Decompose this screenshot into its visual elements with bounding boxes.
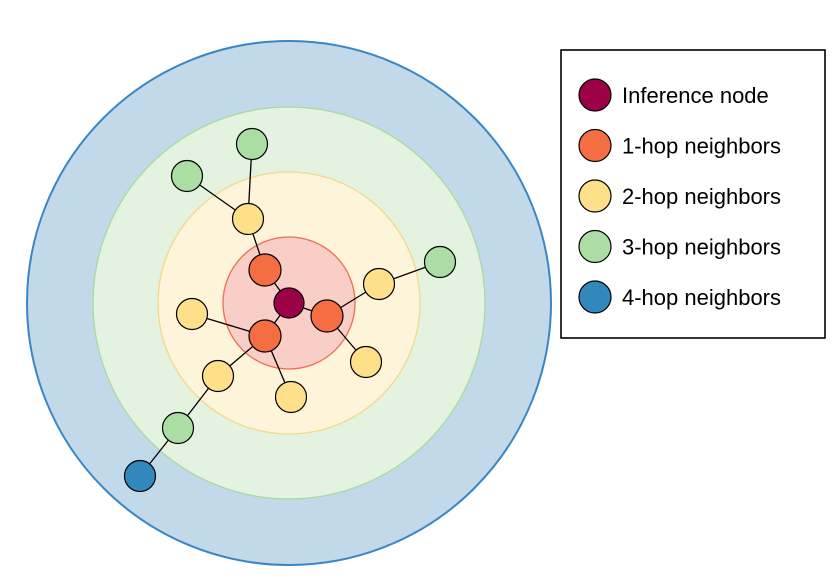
legend: Inference node 1-hop neighbors 2-hop neigh… [560,49,826,339]
legend-items: Inference node 1-hop neighbors 2-hop neigh… [578,78,781,314]
graph-nodes [123,127,457,493]
legend-swatch [578,229,612,264]
node-3-hop [423,245,457,279]
legend-label: 2-hop neighbors [622,184,781,209]
legend-label: 4-hop neighbors [622,285,781,310]
legend-label: 3-hop neighbors [622,235,781,260]
legend-label: Inference node [622,83,769,108]
node-1-hop [248,253,282,287]
legend-swatch [578,78,612,112]
legend-swatch [578,128,612,163]
node-2-hop [362,267,396,301]
node-3-hop [161,411,195,445]
inference-node [273,287,305,319]
node-2-hop [175,297,209,331]
node-2-hop [231,202,265,236]
node-1-hop [248,319,282,353]
node-4-hop [123,459,157,493]
legend-swatch [578,179,612,213]
node-2-hop [201,359,235,393]
legend-label: 1-hop neighbors [622,134,781,159]
node-3-hop [235,127,269,161]
legend-swatch [578,280,612,314]
node-1-hop [310,299,344,333]
node-2-hop [274,380,308,414]
node-3-hop [170,159,204,193]
node-2-hop [349,345,383,379]
